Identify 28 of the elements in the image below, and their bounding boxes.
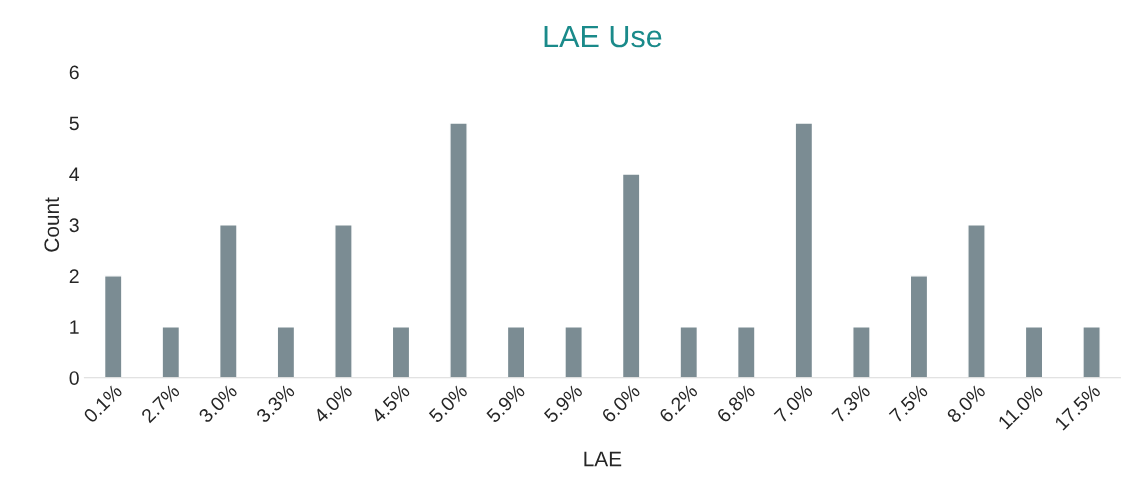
bar xyxy=(1024,326,1044,378)
bar xyxy=(506,326,526,378)
y-tick-label: 3 xyxy=(69,218,79,233)
bar xyxy=(852,326,871,378)
y-tick-label: 1 xyxy=(70,320,79,334)
bar xyxy=(103,275,123,378)
y-tick-label: 4 xyxy=(69,167,80,181)
y-tick-label: 5 xyxy=(69,116,79,131)
bar xyxy=(334,224,353,378)
bar xyxy=(621,173,641,378)
bar xyxy=(1082,326,1101,378)
bar xyxy=(161,326,181,378)
bar xyxy=(449,122,468,378)
bar xyxy=(967,224,986,378)
x-axis-title: LAE xyxy=(584,451,622,467)
y-tick-label: 0 xyxy=(69,371,79,385)
y-tick-label: 6 xyxy=(69,65,79,80)
chart-title: LAE Use xyxy=(544,26,662,48)
bar xyxy=(391,326,411,378)
bar xyxy=(276,326,296,378)
bar xyxy=(679,326,699,378)
bar xyxy=(909,275,929,378)
bar xyxy=(794,122,814,378)
y-tick-label: 2 xyxy=(69,269,79,283)
y-axis-title: Count xyxy=(44,197,60,252)
bar xyxy=(219,224,238,378)
bar xyxy=(736,326,756,378)
bar xyxy=(564,326,583,378)
